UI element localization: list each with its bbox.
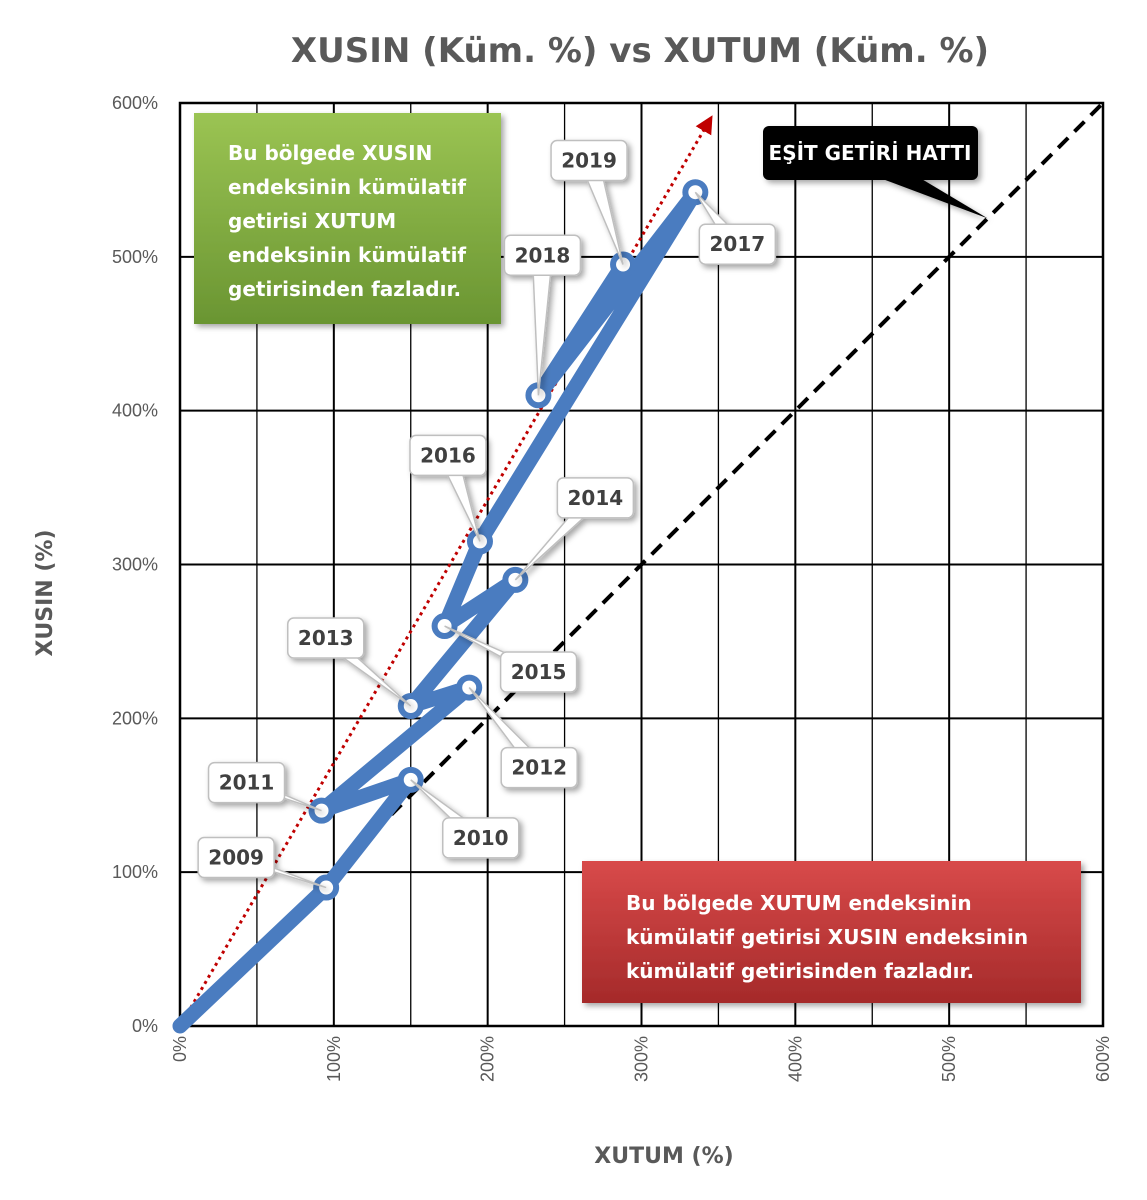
upper-region-text: getirisi XUTUM (228, 209, 396, 233)
y-tick-label: 600% (112, 93, 158, 113)
lower-region-background (582, 861, 1081, 1003)
year-label: 2017 (710, 232, 766, 256)
year-callout: 2009 (197, 836, 327, 889)
x-tick-labels: 0% 100% 200% 300% 400% 500% 600% (170, 1036, 1113, 1082)
y-tick-label: 500% (112, 247, 158, 267)
lower-region-text: Bu bölgede XUTUM endeksinin (626, 891, 972, 915)
x-tick-label: 100% (324, 1036, 344, 1082)
upper-region-background (194, 113, 501, 324)
x-tick-label: 500% (939, 1036, 959, 1082)
year-label: 2015 (511, 660, 567, 684)
year-label: 2012 (511, 756, 567, 780)
y-tick-labels: 0% 100% 200% 300% 400% 500% 600% (112, 93, 158, 1036)
lower-region-box: Bu bölgede XUTUM endeksinin kümülatif get… (582, 861, 1081, 1003)
y-tick-label: 300% (112, 555, 158, 575)
x-axis-title: XUTUM (%) (594, 1144, 733, 1169)
equal-line-callout-box (763, 126, 978, 180)
year-callout: 2017 (694, 191, 777, 265)
x-tick-label: 0% (170, 1036, 190, 1062)
year-callout: 2013 (287, 617, 412, 707)
year-callout: 2012 (468, 687, 578, 789)
chart-title: XUSIN (Küm. %) vs XUTUM (Küm. %) (291, 31, 989, 71)
region-boxes: Bu bölgede XUSIN endeksinin kümülatif geti… (194, 113, 1081, 1003)
x-tick-label: 400% (785, 1036, 805, 1082)
y-tick-label: 400% (112, 401, 158, 421)
equal-line-callout-pointer (880, 178, 988, 219)
callout-box (550, 139, 628, 182)
equal-line-label: EŞİT GETİRİ HATTI (769, 141, 972, 165)
year-label: 2011 (219, 771, 275, 795)
year-callout: 2018 (503, 234, 582, 396)
year-callout: 2014 (514, 477, 635, 581)
upper-region-text: Bu bölgede XUSIN (228, 141, 432, 165)
upper-region-text: endeksinin kümülatif (228, 175, 466, 199)
year-callout: 2015 (444, 625, 578, 693)
year-label: 2018 (515, 243, 571, 267)
plot-border (178, 101, 1105, 1028)
x-tick-label: 200% (478, 1036, 498, 1082)
callout-box (409, 434, 487, 477)
year-label: 2019 (561, 149, 617, 173)
upper-region-text: getirisinden fazladır. (228, 277, 461, 301)
callout-box (503, 234, 582, 277)
lower-region-text: kümülatif getirisi XUSIN endeksinin (626, 925, 1028, 949)
callout-box (442, 817, 520, 859)
y-tick-label: 0% (132, 1016, 158, 1036)
lower-region-text: kümülatif getirisinden fazladır. (626, 959, 974, 983)
callout-box (698, 223, 777, 265)
year-label: 2016 (420, 443, 476, 467)
year-label: 2013 (298, 626, 354, 650)
callout-box (499, 651, 578, 693)
y-axis-title: XUSIN (%) (33, 529, 58, 656)
year-callout: 2016 (409, 434, 487, 542)
x-tick-label: 600% (1093, 1036, 1113, 1082)
year-labels: 2009 2010 2011 2012 2013 2014 2015 2016 2017 2018… (197, 126, 988, 889)
year-label: 2010 (453, 826, 509, 850)
year-callout: 2010 (410, 779, 520, 859)
equal-line-callout: EŞİT GETİRİ HATTI (763, 126, 988, 219)
data-series-line (172, 184, 703, 1034)
year-callout: 2019 (550, 139, 628, 265)
y-tick-label: 100% (112, 862, 158, 882)
callout-box (556, 477, 635, 519)
callout-box (197, 836, 275, 879)
callout-box (287, 617, 365, 659)
upper-region-box: Bu bölgede XUSIN endeksinin kümülatif geti… (194, 113, 501, 324)
y-tick-label: 200% (112, 708, 158, 728)
upper-region-text: endeksinin kümülatif (228, 243, 466, 267)
year-label: 2014 (568, 486, 624, 510)
x-tick-label: 300% (632, 1036, 652, 1082)
year-label: 2009 (208, 846, 264, 870)
callout-box (207, 761, 286, 804)
year-callout: 2011 (207, 761, 322, 812)
callout-box (500, 746, 578, 789)
